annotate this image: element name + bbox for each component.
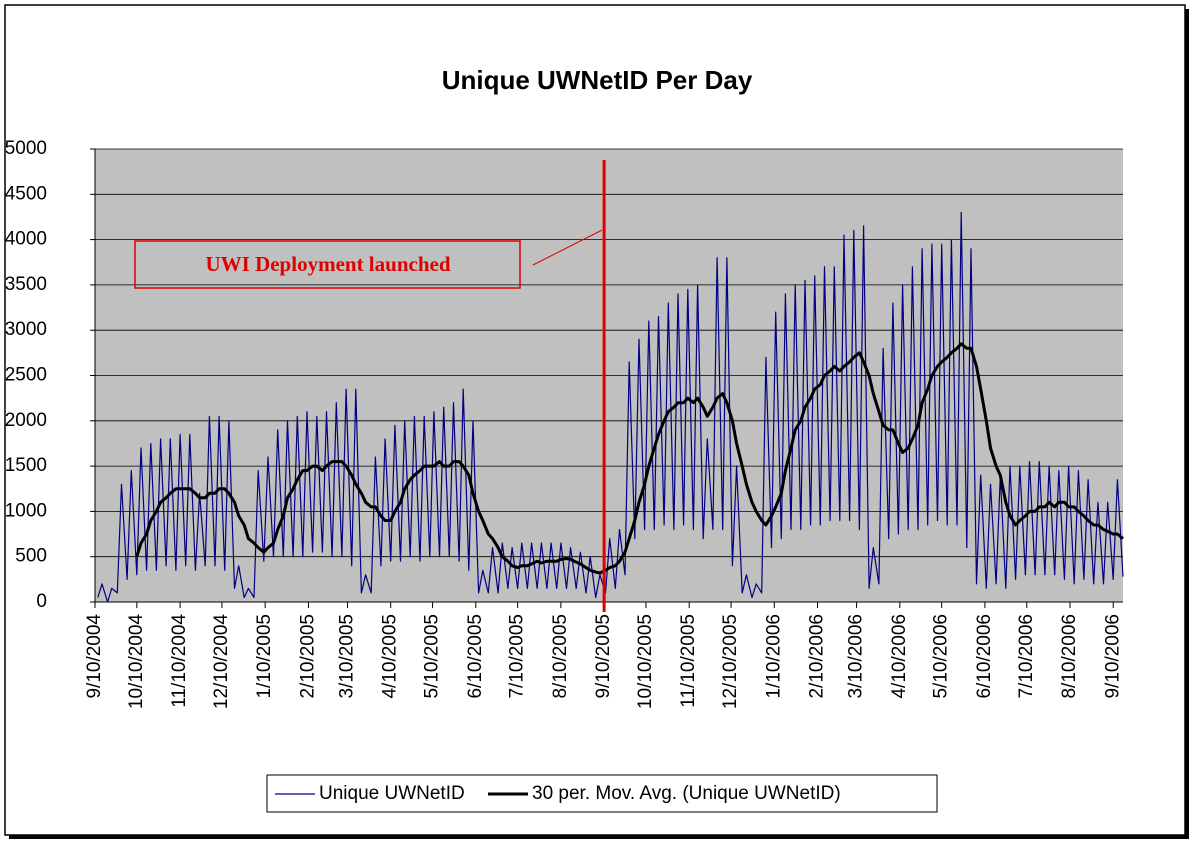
y-tick-label: 3000 <box>5 319 47 340</box>
frame-shadow <box>9 835 1189 839</box>
x-tick-label: 6/10/2005 <box>465 614 486 699</box>
y-tick-label: 3500 <box>5 274 47 295</box>
x-tick-label: 7/10/2005 <box>507 614 528 699</box>
y-tick-label: 4000 <box>5 229 47 250</box>
x-tick-label: 4/10/2006 <box>889 614 910 699</box>
y-tick-label: 2000 <box>5 410 47 431</box>
y-tick-label: 5000 <box>5 138 47 159</box>
y-tick-label: 4500 <box>5 183 47 204</box>
x-tick-label: 11/10/2005 <box>678 614 699 708</box>
x-tick-label: 1/10/2006 <box>763 614 784 699</box>
x-tick-label: 9/10/2006 <box>1102 614 1123 699</box>
y-tick-label: 1500 <box>5 455 47 476</box>
annotation-box <box>134 240 521 289</box>
frame-shadow <box>1185 9 1189 839</box>
x-tick-label: 12/10/2005 <box>720 614 741 709</box>
y-tick-label: 1000 <box>5 500 47 521</box>
y-tick-label: 2500 <box>5 365 47 386</box>
x-tick-label: 2/10/2005 <box>297 614 318 699</box>
x-tick-label: 4/10/2005 <box>380 614 401 699</box>
x-tick-label: 8/10/2005 <box>550 614 571 699</box>
x-tick-label: 10/10/2004 <box>126 614 147 710</box>
x-tick-label: 8/10/2006 <box>1059 614 1080 699</box>
x-tick-label: 9/10/2005 <box>593 614 614 699</box>
y-tick-label: 0 <box>36 591 47 612</box>
x-tick-label: 10/10/2005 <box>635 614 656 709</box>
legend-box <box>266 774 938 813</box>
data-line <box>135 342 1124 575</box>
y-tick-label: 500 <box>15 546 47 567</box>
x-tick-label: 5/10/2006 <box>931 614 952 699</box>
legend-label: Unique UWNetID <box>319 783 465 804</box>
legend-label: 30 per. Mov. Avg. (Unique UWNetID) <box>532 783 841 804</box>
x-tick-label: 5/10/2005 <box>422 614 443 699</box>
x-tick-label: 3/10/2006 <box>846 614 867 699</box>
annotation-text: UWI Deployment launched <box>205 252 450 276</box>
x-tick-label: 7/10/2006 <box>1016 614 1037 699</box>
chart-title: Unique UWNetID Per Day <box>442 65 753 95</box>
x-tick-label: 9/10/2004 <box>84 614 105 699</box>
x-tick-label: 1/10/2005 <box>254 614 275 699</box>
x-tick-label: 2/10/2006 <box>807 614 828 699</box>
x-tick-label: 3/10/2005 <box>336 614 357 699</box>
x-tick-label: 12/10/2004 <box>211 614 232 710</box>
annotation-pointer <box>532 229 603 266</box>
x-tick-label: 6/10/2006 <box>974 614 995 699</box>
data-line <box>97 211 1124 603</box>
x-tick-label: 11/10/2004 <box>169 614 190 708</box>
